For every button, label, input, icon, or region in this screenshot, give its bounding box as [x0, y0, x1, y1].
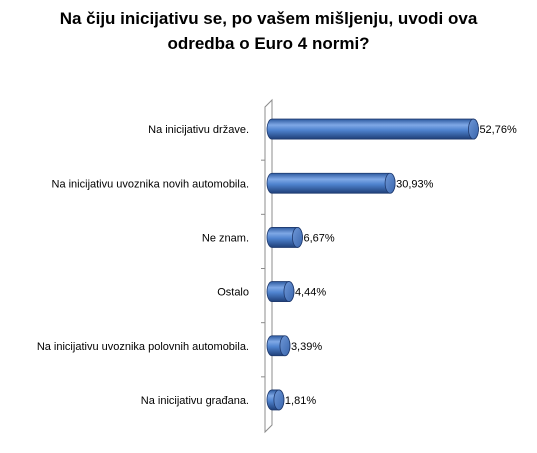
- chart-title: Na čiju inicijativu se, po vašem mišljen…: [0, 6, 537, 56]
- value-label: 3,39%: [291, 341, 322, 353]
- labels: Na inicijativu države. 52,76% Na inicijati…: [37, 124, 517, 407]
- chart-title-line-1: Na čiju inicijativu se, po vašem mišljen…: [59, 9, 478, 28]
- bar-end-cap: [292, 227, 303, 248]
- category-label: Ne znam.: [202, 232, 249, 244]
- bar: [266, 281, 295, 302]
- bar-end-cap: [468, 118, 479, 140]
- bar: [266, 227, 303, 248]
- bar-body: [266, 118, 479, 140]
- bars: [266, 118, 479, 411]
- bar-end-cap: [273, 389, 285, 411]
- bar-end-cap: [283, 281, 295, 302]
- axis-wall: [264, 98, 273, 434]
- bar-end-cap: [279, 335, 291, 357]
- bar: [266, 389, 285, 411]
- category-label: Na inicijativu države.: [148, 124, 249, 136]
- value-label: 52,76%: [479, 124, 517, 136]
- value-label: 30,93%: [396, 178, 434, 190]
- category-label: Na inicijativu uvoznika novih automobila…: [52, 178, 250, 190]
- value-label: 1,81%: [285, 395, 316, 407]
- bar: [266, 335, 291, 357]
- chart-title-line-2: odredba o Euro 4 normi?: [167, 34, 370, 53]
- bar: [266, 118, 479, 140]
- bar: [266, 172, 396, 194]
- bar-body: [266, 172, 396, 194]
- value-label: 4,44%: [295, 287, 326, 299]
- bar-end-cap: [384, 172, 396, 194]
- category-label: Na inicijativu građana.: [141, 395, 249, 407]
- category-label: Ostalo: [217, 287, 249, 299]
- category-axis: [261, 98, 273, 434]
- value-label: 6,67%: [303, 232, 334, 244]
- category-label: Na inicijativu uvoznika polovnih automob…: [37, 341, 249, 353]
